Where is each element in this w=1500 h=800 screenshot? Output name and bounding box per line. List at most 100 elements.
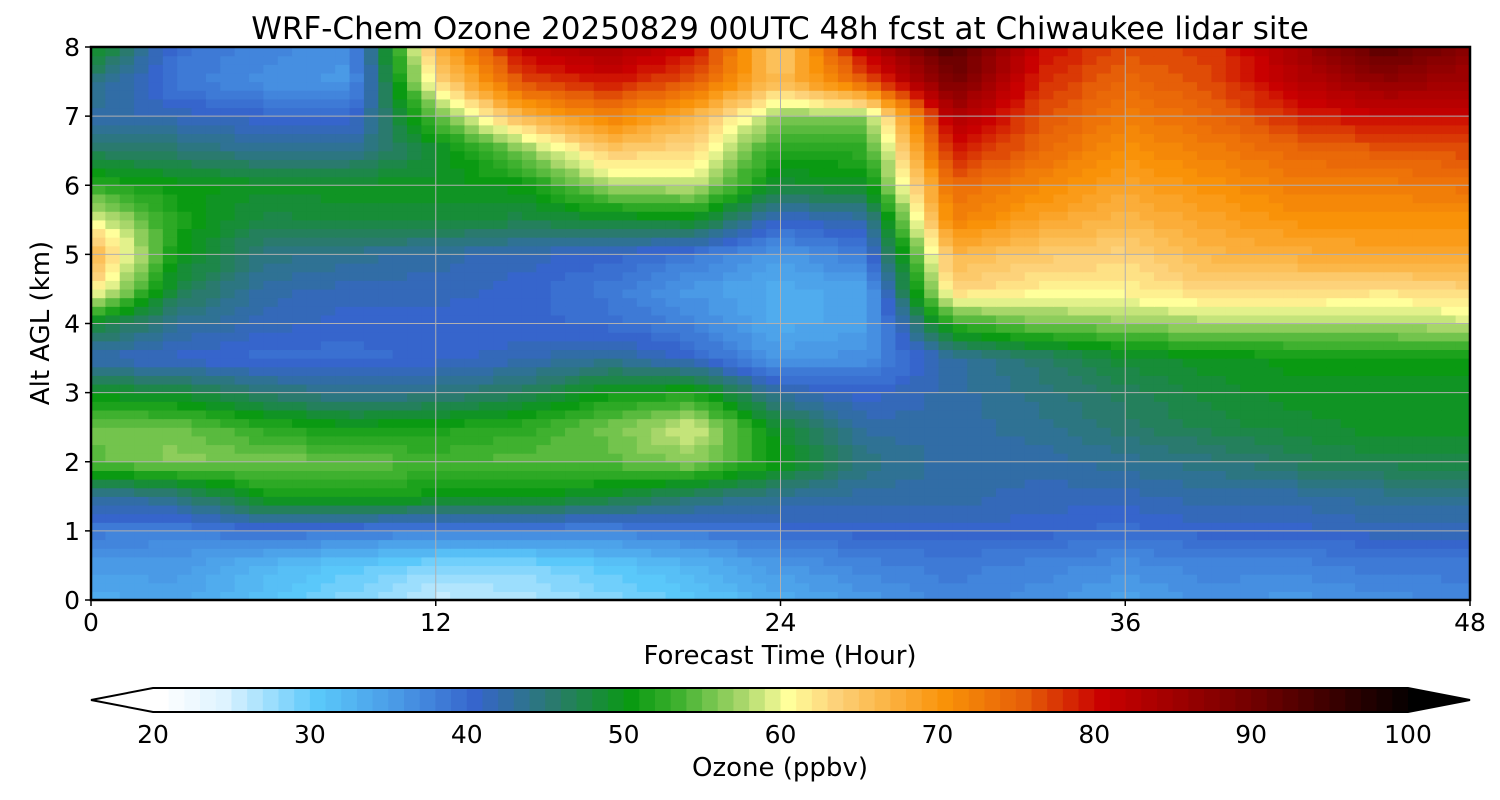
heatmap-cell	[1412, 306, 1428, 316]
heatmap-cell	[493, 513, 509, 523]
heatmap-cell	[823, 314, 839, 325]
heatmap-cell	[579, 582, 595, 592]
heatmap-cell	[881, 245, 897, 255]
heatmap-cell	[134, 383, 150, 394]
heatmap-cell	[909, 409, 925, 420]
heatmap-cell	[895, 340, 911, 351]
heatmap-cell	[1254, 470, 1270, 480]
heatmap-cell	[435, 245, 451, 255]
heatmap-cell	[593, 392, 609, 402]
heatmap-cell	[1412, 565, 1428, 575]
heatmap-cell	[1039, 228, 1055, 238]
heatmap-cell	[881, 314, 897, 325]
heatmap-cell	[1268, 444, 1284, 454]
heatmap-cell	[1326, 314, 1342, 325]
heatmap-cell	[1168, 530, 1184, 541]
heatmap-cell	[1383, 444, 1399, 454]
heatmap-cell	[579, 323, 595, 333]
heatmap-cell	[507, 513, 523, 523]
heatmap-cell	[708, 245, 724, 255]
heatmap-cell	[148, 427, 164, 437]
heatmap-cell	[91, 159, 106, 169]
heatmap-cell	[938, 150, 954, 160]
heatmap-cell	[1240, 193, 1256, 204]
heatmap-cell	[521, 383, 537, 394]
heatmap-cell	[794, 375, 810, 385]
heatmap-cell	[1326, 539, 1342, 549]
heatmap-cell	[665, 582, 681, 592]
heatmap-cell	[1039, 591, 1055, 600]
heatmap-cell	[995, 435, 1011, 446]
heatmap-cell	[521, 280, 537, 290]
heatmap-cell	[1197, 470, 1213, 480]
heatmap-cell	[536, 202, 552, 212]
heatmap-cell	[234, 487, 250, 497]
heatmap-cell	[1455, 522, 1470, 532]
heatmap-cell	[177, 392, 193, 402]
heatmap-cell	[292, 522, 308, 532]
heatmap-cell	[665, 219, 681, 230]
heatmap-cell	[421, 582, 437, 592]
heatmap-cell	[579, 513, 595, 523]
heatmap-cell	[435, 444, 451, 454]
heatmap-cell	[1039, 167, 1055, 178]
heatmap-cell	[809, 383, 825, 394]
heatmap-cell	[349, 453, 365, 463]
heatmap-cell	[579, 211, 595, 221]
heatmap-cell	[1426, 228, 1442, 238]
heatmap-cell	[751, 185, 767, 195]
heatmap-cell	[1412, 582, 1428, 592]
heatmap-cell	[1096, 193, 1112, 204]
heatmap-cell	[809, 574, 825, 584]
heatmap-cell	[837, 159, 853, 169]
heatmap-cell	[320, 306, 336, 316]
heatmap-cell	[335, 530, 351, 541]
heatmap-cell	[1369, 219, 1385, 230]
heatmap-cell	[981, 245, 997, 255]
heatmap-cell	[205, 574, 221, 584]
heatmap-cell	[1024, 479, 1040, 489]
heatmap-cell	[1268, 487, 1284, 497]
heatmap-cell	[1211, 461, 1227, 471]
heatmap-cell	[191, 349, 207, 359]
heatmap-cell	[536, 306, 552, 316]
heatmap-cell	[1297, 444, 1313, 454]
heatmap-cell	[1168, 556, 1184, 567]
heatmap-cell	[550, 185, 566, 195]
heatmap-cell	[450, 271, 466, 281]
heatmap-cell	[507, 150, 523, 160]
heatmap-cell	[421, 323, 437, 333]
heatmap-cell	[1010, 530, 1026, 541]
heatmap-cell	[507, 306, 523, 316]
heatmap-cell	[622, 193, 638, 204]
heatmap-cell	[507, 539, 523, 549]
heatmap-cell	[1039, 504, 1055, 515]
heatmap-cell	[995, 392, 1011, 402]
heatmap-cell	[493, 375, 509, 385]
heatmap-cell	[622, 323, 638, 333]
heatmap-cell	[335, 245, 351, 255]
heatmap-cell	[148, 219, 164, 230]
heatmap-cell	[852, 349, 868, 359]
heatmap-cell	[349, 193, 365, 204]
heatmap-cell	[105, 202, 121, 212]
heatmap-cell	[866, 418, 882, 428]
heatmap-cell	[392, 332, 408, 342]
heatmap-cell	[938, 280, 954, 290]
heatmap-cell	[292, 193, 308, 204]
heatmap-cell	[378, 444, 394, 454]
heatmap-cell	[536, 548, 552, 558]
heatmap-cell	[995, 219, 1011, 230]
heatmap-cell	[536, 280, 552, 290]
heatmap-cell	[737, 565, 753, 575]
heatmap-cell	[119, 297, 135, 307]
heatmap-cell	[665, 288, 681, 299]
heatmap-cell	[464, 427, 480, 437]
heatmap-cell	[723, 176, 738, 186]
heatmap-cell	[766, 409, 782, 420]
heatmap-cell	[1297, 349, 1313, 359]
heatmap-cell	[1311, 556, 1327, 567]
heatmap-cell	[1039, 297, 1055, 307]
heatmap-cell	[766, 504, 782, 515]
heatmap-cell	[249, 574, 264, 584]
